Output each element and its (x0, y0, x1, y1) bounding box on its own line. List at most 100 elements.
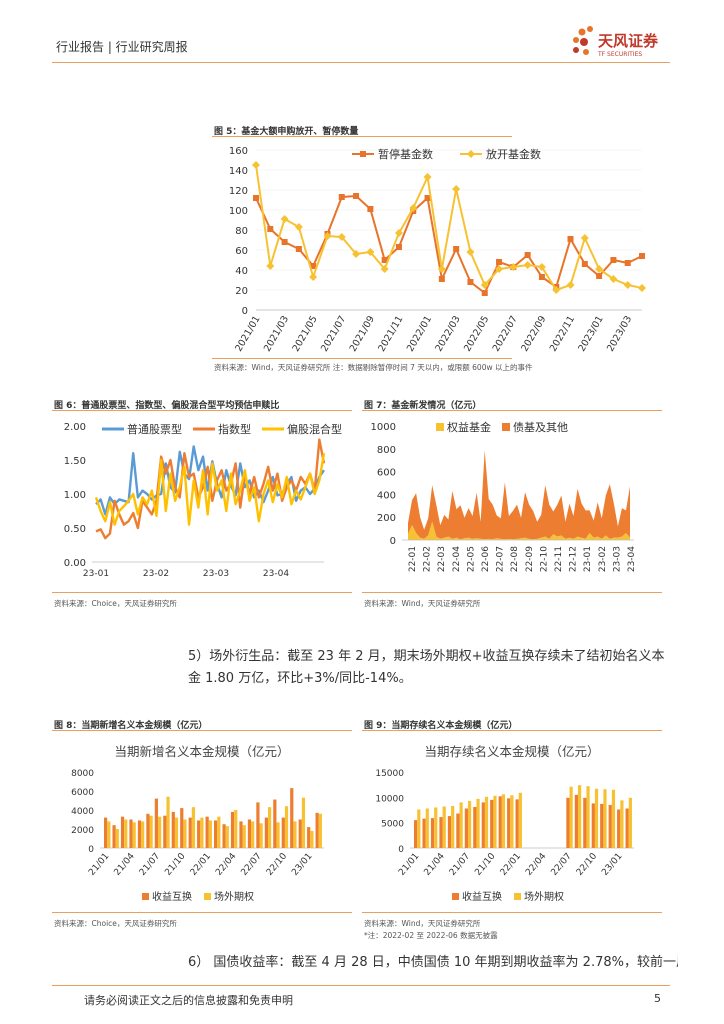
fig5-data-point (380, 265, 389, 273)
fig5-data-point (466, 248, 475, 256)
fig8-legend-label: 场外期权 (214, 890, 254, 903)
fig5-y-tick-label: 0 (242, 306, 248, 317)
fig5-data-point (639, 253, 645, 259)
fig8-x-tick-label: 22/04 (214, 851, 239, 878)
fig8-bar (163, 815, 167, 848)
fig5-x-tick-label: 2021/03 (262, 314, 291, 354)
fig8-bar (141, 821, 145, 848)
fig5-x-tick-label: 2021/05 (291, 314, 320, 354)
fig5-data-point (638, 284, 646, 292)
fig5-data-point (524, 252, 531, 258)
company-logo: 天风证券 TF SECURITIES (570, 22, 690, 64)
fig8-title: 图 8：当期新增名义本金规模（亿元） (54, 721, 208, 731)
fig5-data-point (367, 206, 374, 212)
fig5-legend-label: 暂停基金数 (378, 147, 433, 161)
fig5-data-point (566, 281, 575, 289)
fig8-legend-swatch (142, 893, 149, 900)
fig5-x-tick-label: 2022/11 (548, 314, 577, 354)
fig7-x-tick-label: 22-02 (423, 546, 433, 572)
fig7-x-tick-label: 23-04 (627, 546, 637, 572)
fig5-data-point (437, 265, 446, 273)
fig5-x-tick-label: 2021/11 (376, 314, 405, 354)
fig8-bar (247, 819, 252, 848)
fig9-legend-swatch (514, 893, 521, 900)
fig5-data-point (281, 239, 288, 245)
fig8-bar (301, 797, 306, 848)
fig9-x-tick-label: 22/04 (524, 851, 549, 878)
fig5-x-tick-label: 2021/09 (348, 314, 377, 354)
fig8-bar (307, 827, 311, 848)
fig5-data-point (438, 276, 445, 282)
fig6-legend-label: 指数型 (218, 422, 251, 436)
fig5-data-point (453, 246, 460, 252)
fig6-bottom-rule (52, 592, 352, 593)
fig9-bar (510, 795, 514, 848)
fig8-bar (234, 810, 238, 848)
page-number: 5 (654, 992, 661, 1005)
footer-divider (52, 985, 670, 986)
fig8-bar (132, 822, 136, 848)
fig5-x-tick-label: 2022/01 (405, 314, 434, 354)
fig6-x-tick-label: 23-04 (263, 569, 289, 579)
fig9-legend-label: 收益互换 (462, 890, 502, 903)
fig7-x-tick-label: 22-10 (539, 546, 549, 572)
fig9-x-tick-label: 22/07 (549, 852, 573, 878)
fig5-data-point (337, 233, 346, 241)
fig9-bar (600, 803, 604, 848)
fig8-bar (166, 796, 170, 848)
fig7-legend-label: 债基及其他 (513, 420, 568, 434)
fig9-bar (447, 816, 452, 848)
fig7-y-tick-label: 1000 (371, 422, 396, 433)
fig8-bar (120, 816, 125, 848)
fig5-legend-label: 放开基金数 (486, 147, 541, 161)
fig7-title-rule (362, 410, 662, 411)
fig8-y-tick-label: 0 (88, 845, 94, 855)
fig7-y-tick-label: 400 (377, 490, 396, 501)
fig5-y-tick-label: 60 (235, 246, 248, 257)
fig5-x-tick-label: 2023/03 (605, 314, 634, 354)
fig9-bar (442, 806, 446, 848)
fig8-bottom-rule (52, 912, 352, 913)
fig7-legend-label: 权益基金 (447, 420, 491, 434)
fig9-bar (586, 786, 590, 848)
fig8-bar (146, 813, 150, 848)
fig6-title: 图 6：普通股票型、指数型、偏股混合型平均预估申赎比 (54, 401, 280, 411)
fig8-bar (214, 820, 218, 848)
fig7-title: 图 7：基金新发情况（亿元） (364, 401, 482, 411)
fig8-bar (267, 807, 272, 848)
fig8-bar (298, 819, 302, 848)
fig5-y-tick-label: 140 (229, 166, 248, 177)
fig8-bar (149, 815, 153, 848)
fig8-bar (310, 830, 314, 848)
fig9-bar (493, 795, 497, 848)
fig9-title: 图 9：当期存续名义本金规模（亿元） (364, 721, 518, 731)
fig5-y-tick-label: 20 (235, 286, 248, 297)
logo-icon: 天风证券 TF SECURITIES (573, 26, 659, 58)
fig5-data-point (409, 204, 418, 212)
fig8-x-tick-label: 21/07 (138, 852, 162, 878)
fig5-data-point (467, 279, 474, 285)
fig5-data-point (496, 259, 503, 265)
fig9-bar (456, 813, 460, 848)
fig9-bar (434, 807, 438, 848)
fig9-bar (451, 805, 455, 848)
fig8-bar (197, 820, 201, 848)
fig9-bar (628, 797, 632, 848)
fig9-note: *注：2022-02 至 2022-06 数据无披露 (364, 931, 498, 940)
fig5-x-tick-label: 2022/05 (462, 314, 491, 354)
fig8-bar (183, 819, 187, 848)
fig5-data-point (394, 229, 403, 237)
fig8-bar (124, 819, 128, 848)
fig9-bar (577, 785, 582, 848)
paragraph-treasury-yield: 6） 国债收益率：截至 4 月 28 日，中债国债 10 年期到期收益率为 2.… (188, 955, 678, 970)
fig8-bar (273, 799, 277, 848)
fig9-bar (518, 792, 522, 848)
fig8-bar (259, 823, 263, 848)
fig8-bar (112, 825, 116, 848)
fig8-legend-label: 收益互换 (152, 890, 192, 903)
report-header-title: 行业报告 | 行业研究周报 (56, 40, 188, 54)
fig8-bar (281, 817, 285, 848)
fig6-y-tick-label: 1.50 (64, 456, 86, 467)
